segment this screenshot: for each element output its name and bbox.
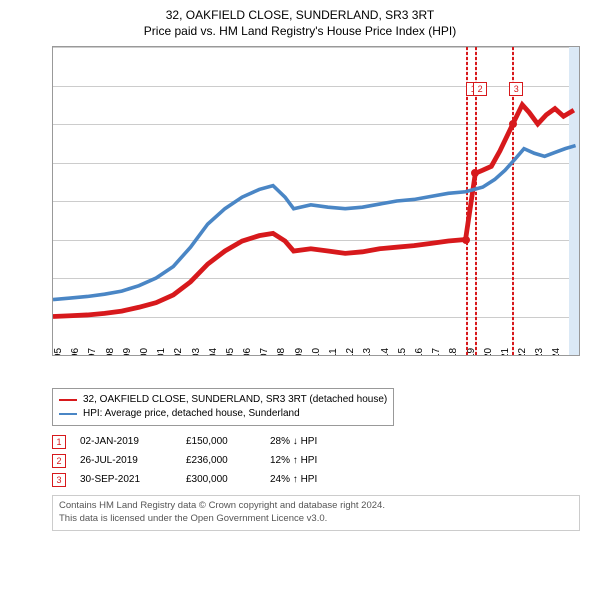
chart-container: 32, OAKFIELD CLOSE, SUNDERLAND, SR3 3RT … <box>0 0 600 537</box>
event-number: 2 <box>52 454 66 468</box>
chart-title: 32, OAKFIELD CLOSE, SUNDERLAND, SR3 3RT <box>10 8 590 22</box>
plot-area: £0£50K£100K£150K£200K£250K£300K£350K£400… <box>52 46 580 356</box>
plot-container: £0£50K£100K£150K£200K£250K£300K£350K£400… <box>52 46 580 386</box>
event-price: £300,000 <box>186 470 256 489</box>
event-price: £236,000 <box>186 451 256 470</box>
callout-box: 2 <box>473 82 487 96</box>
legend: 32, OAKFIELD CLOSE, SUNDERLAND, SR3 3RT … <box>52 388 394 426</box>
event-number: 1 <box>52 435 66 449</box>
legend-label: 32, OAKFIELD CLOSE, SUNDERLAND, SR3 3RT … <box>83 393 387 407</box>
event-delta: 24% ↑ HPI <box>270 470 360 489</box>
chart-subtitle: Price paid vs. HM Land Registry's House … <box>10 24 590 38</box>
legend-row: HPI: Average price, detached house, Sund… <box>59 407 387 421</box>
event-delta: 12% ↑ HPI <box>270 451 360 470</box>
event-row: 1 02-JAN-2019 £150,000 28% ↓ HPI <box>52 432 590 451</box>
event-date: 02-JAN-2019 <box>80 432 172 451</box>
event-row: 2 26-JUL-2019 £236,000 12% ↑ HPI <box>52 451 590 470</box>
event-date: 26-JUL-2019 <box>80 451 172 470</box>
legend-swatch <box>59 413 77 415</box>
legend-row: 32, OAKFIELD CLOSE, SUNDERLAND, SR3 3RT … <box>59 393 387 407</box>
price-marker <box>462 236 470 244</box>
footnote: Contains HM Land Registry data © Crown c… <box>52 495 580 531</box>
gridline-h <box>53 355 579 356</box>
price-marker <box>509 120 517 128</box>
events-table: 1 02-JAN-2019 £150,000 28% ↓ HPI 2 26-JUL-201… <box>52 432 590 489</box>
series-price_paid <box>53 105 574 317</box>
callout-box: 3 <box>509 82 523 96</box>
event-price: £150,000 <box>186 432 256 451</box>
line-layer <box>53 47 579 355</box>
legend-label: HPI: Average price, detached house, Sund… <box>83 407 300 421</box>
event-number: 3 <box>52 473 66 487</box>
event-delta: 28% ↓ HPI <box>270 432 360 451</box>
series-hpi <box>53 146 576 300</box>
event-date: 30-SEP-2021 <box>80 470 172 489</box>
legend-swatch <box>59 399 77 401</box>
footnote-line: This data is licensed under the Open Gov… <box>59 513 573 526</box>
event-row: 3 30-SEP-2021 £300,000 24% ↑ HPI <box>52 470 590 489</box>
price-marker <box>471 169 479 177</box>
footnote-line: Contains HM Land Registry data © Crown c… <box>59 500 573 513</box>
